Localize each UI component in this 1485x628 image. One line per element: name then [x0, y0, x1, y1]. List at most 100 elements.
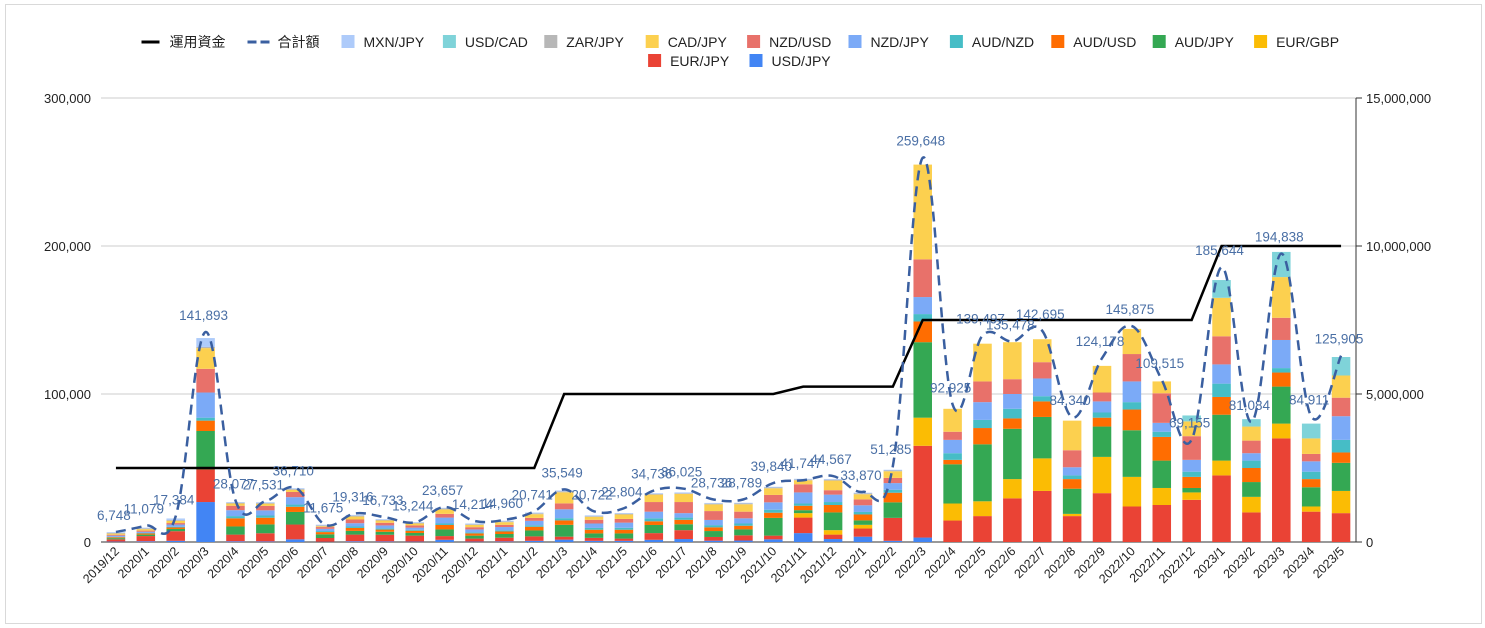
bar-segment: [375, 528, 395, 530]
bar-segment: [1032, 416, 1052, 459]
bar-segment: [764, 487, 783, 489]
legend-label: AUD/NZD: [972, 34, 1034, 50]
bar-segment: [1092, 412, 1112, 418]
bar-segment: [674, 530, 693, 540]
bar-segment: [584, 527, 604, 530]
bar-segment: [853, 499, 873, 506]
bar-segment: [285, 524, 305, 540]
data-label: 20,722: [571, 487, 612, 502]
bar-segment: [1092, 392, 1112, 402]
data-label: 35,549: [542, 465, 583, 480]
legend-label: EUR/GBP: [1276, 34, 1339, 50]
bar-segment: [644, 533, 664, 540]
bar-segment: [1301, 471, 1321, 480]
bar-segment: [375, 522, 395, 526]
bar-segment: [285, 491, 305, 498]
data-label: 39,840: [751, 459, 792, 474]
bar-segment: [1062, 513, 1082, 517]
bar-segment: [554, 520, 574, 525]
bar-segment: [1032, 458, 1052, 491]
x-tick-label: 2021/4: [563, 544, 600, 581]
bar-segment: [823, 494, 843, 503]
bar-segment: [136, 533, 156, 535]
bar-segment: [136, 530, 156, 532]
data-label: 84,340: [1049, 393, 1090, 408]
bar-segment: [554, 518, 574, 521]
bar-segment: [465, 535, 484, 539]
data-label: 14,214: [452, 497, 494, 512]
x-tick-label: 2022/2: [862, 544, 899, 581]
bar-segment: [226, 518, 245, 527]
bar-segment: [853, 493, 873, 495]
bar-segment: [1062, 516, 1082, 542]
bar-segment: [345, 516, 365, 520]
bar-segment: [823, 534, 843, 540]
y-left-tick-label: 0: [84, 535, 91, 550]
bar-segment: [1122, 506, 1142, 542]
x-tick-label: 2022/1: [832, 544, 869, 581]
x-tick-label: 2019/12: [80, 544, 122, 586]
bar-segment: [883, 477, 903, 484]
x-tick-label: 2021/2: [503, 544, 540, 581]
bar-segment: [435, 524, 454, 530]
bar-segment: [1152, 505, 1172, 542]
bar-segment: [644, 502, 664, 512]
bar-segment: [793, 503, 813, 506]
y-left-tick-label: 200,000: [44, 239, 91, 254]
bar-segment: [853, 524, 873, 529]
bar-segment: [435, 507, 454, 509]
bar-segment: [405, 522, 425, 523]
bar-segment: [973, 516, 992, 542]
bar-segment: [614, 518, 634, 523]
legend-swatch-box: [747, 35, 761, 48]
data-label: 109,515: [1135, 356, 1184, 371]
bar-segment: [1331, 375, 1351, 398]
bar-segment: [256, 533, 275, 542]
bar-segment: [166, 519, 185, 521]
bar-segment: [973, 428, 992, 445]
bar-segment: [285, 511, 305, 525]
legend-swatch-box: [648, 54, 662, 67]
bar-segment: [1212, 414, 1231, 461]
bar-segment: [1032, 490, 1052, 542]
bar-segment: [913, 342, 932, 418]
bar-segment: [256, 515, 275, 518]
bar-segment: [853, 514, 873, 521]
x-tick-label: 2020/5: [235, 544, 272, 581]
bar-segment: [1242, 512, 1261, 542]
bar-segment: [764, 512, 783, 518]
bar-segment: [913, 417, 932, 446]
bar-segment: [943, 503, 962, 521]
bar-segment: [345, 526, 365, 528]
bar-segment: [106, 532, 126, 534]
data-label: 6,748: [97, 508, 131, 523]
bar-segment: [973, 402, 992, 420]
bar-segment: [525, 514, 544, 518]
x-tick-label: 2020/2: [145, 544, 182, 581]
bar-segment: [584, 537, 604, 541]
bar-segment: [166, 523, 185, 525]
bar-segment: [196, 348, 215, 369]
bar-segment: [465, 538, 484, 542]
legend-label: 合計額: [278, 34, 320, 50]
x-tick-label: 2021/7: [653, 544, 690, 581]
bar-segment: [226, 510, 245, 517]
x-tick-label: 2021/1: [474, 544, 511, 581]
bar-segment: [734, 503, 753, 505]
bar-segment: [913, 314, 932, 322]
bar-segment: [1331, 452, 1351, 463]
bar-segment: [136, 529, 156, 531]
bar-segment: [883, 492, 903, 503]
bar-segment: [256, 502, 275, 503]
bar-segment: [166, 527, 185, 529]
bar-segment: [554, 490, 574, 492]
bar-segment: [644, 518, 664, 522]
bar-segment: [734, 535, 753, 541]
bar-segment: [614, 529, 634, 534]
bar-segment: [1122, 328, 1142, 355]
bar-segment: [315, 538, 335, 542]
data-label: 28,077: [213, 476, 254, 491]
bar-segment: [853, 505, 873, 512]
bar-segment: [375, 531, 395, 535]
bar-segment: [166, 524, 185, 527]
